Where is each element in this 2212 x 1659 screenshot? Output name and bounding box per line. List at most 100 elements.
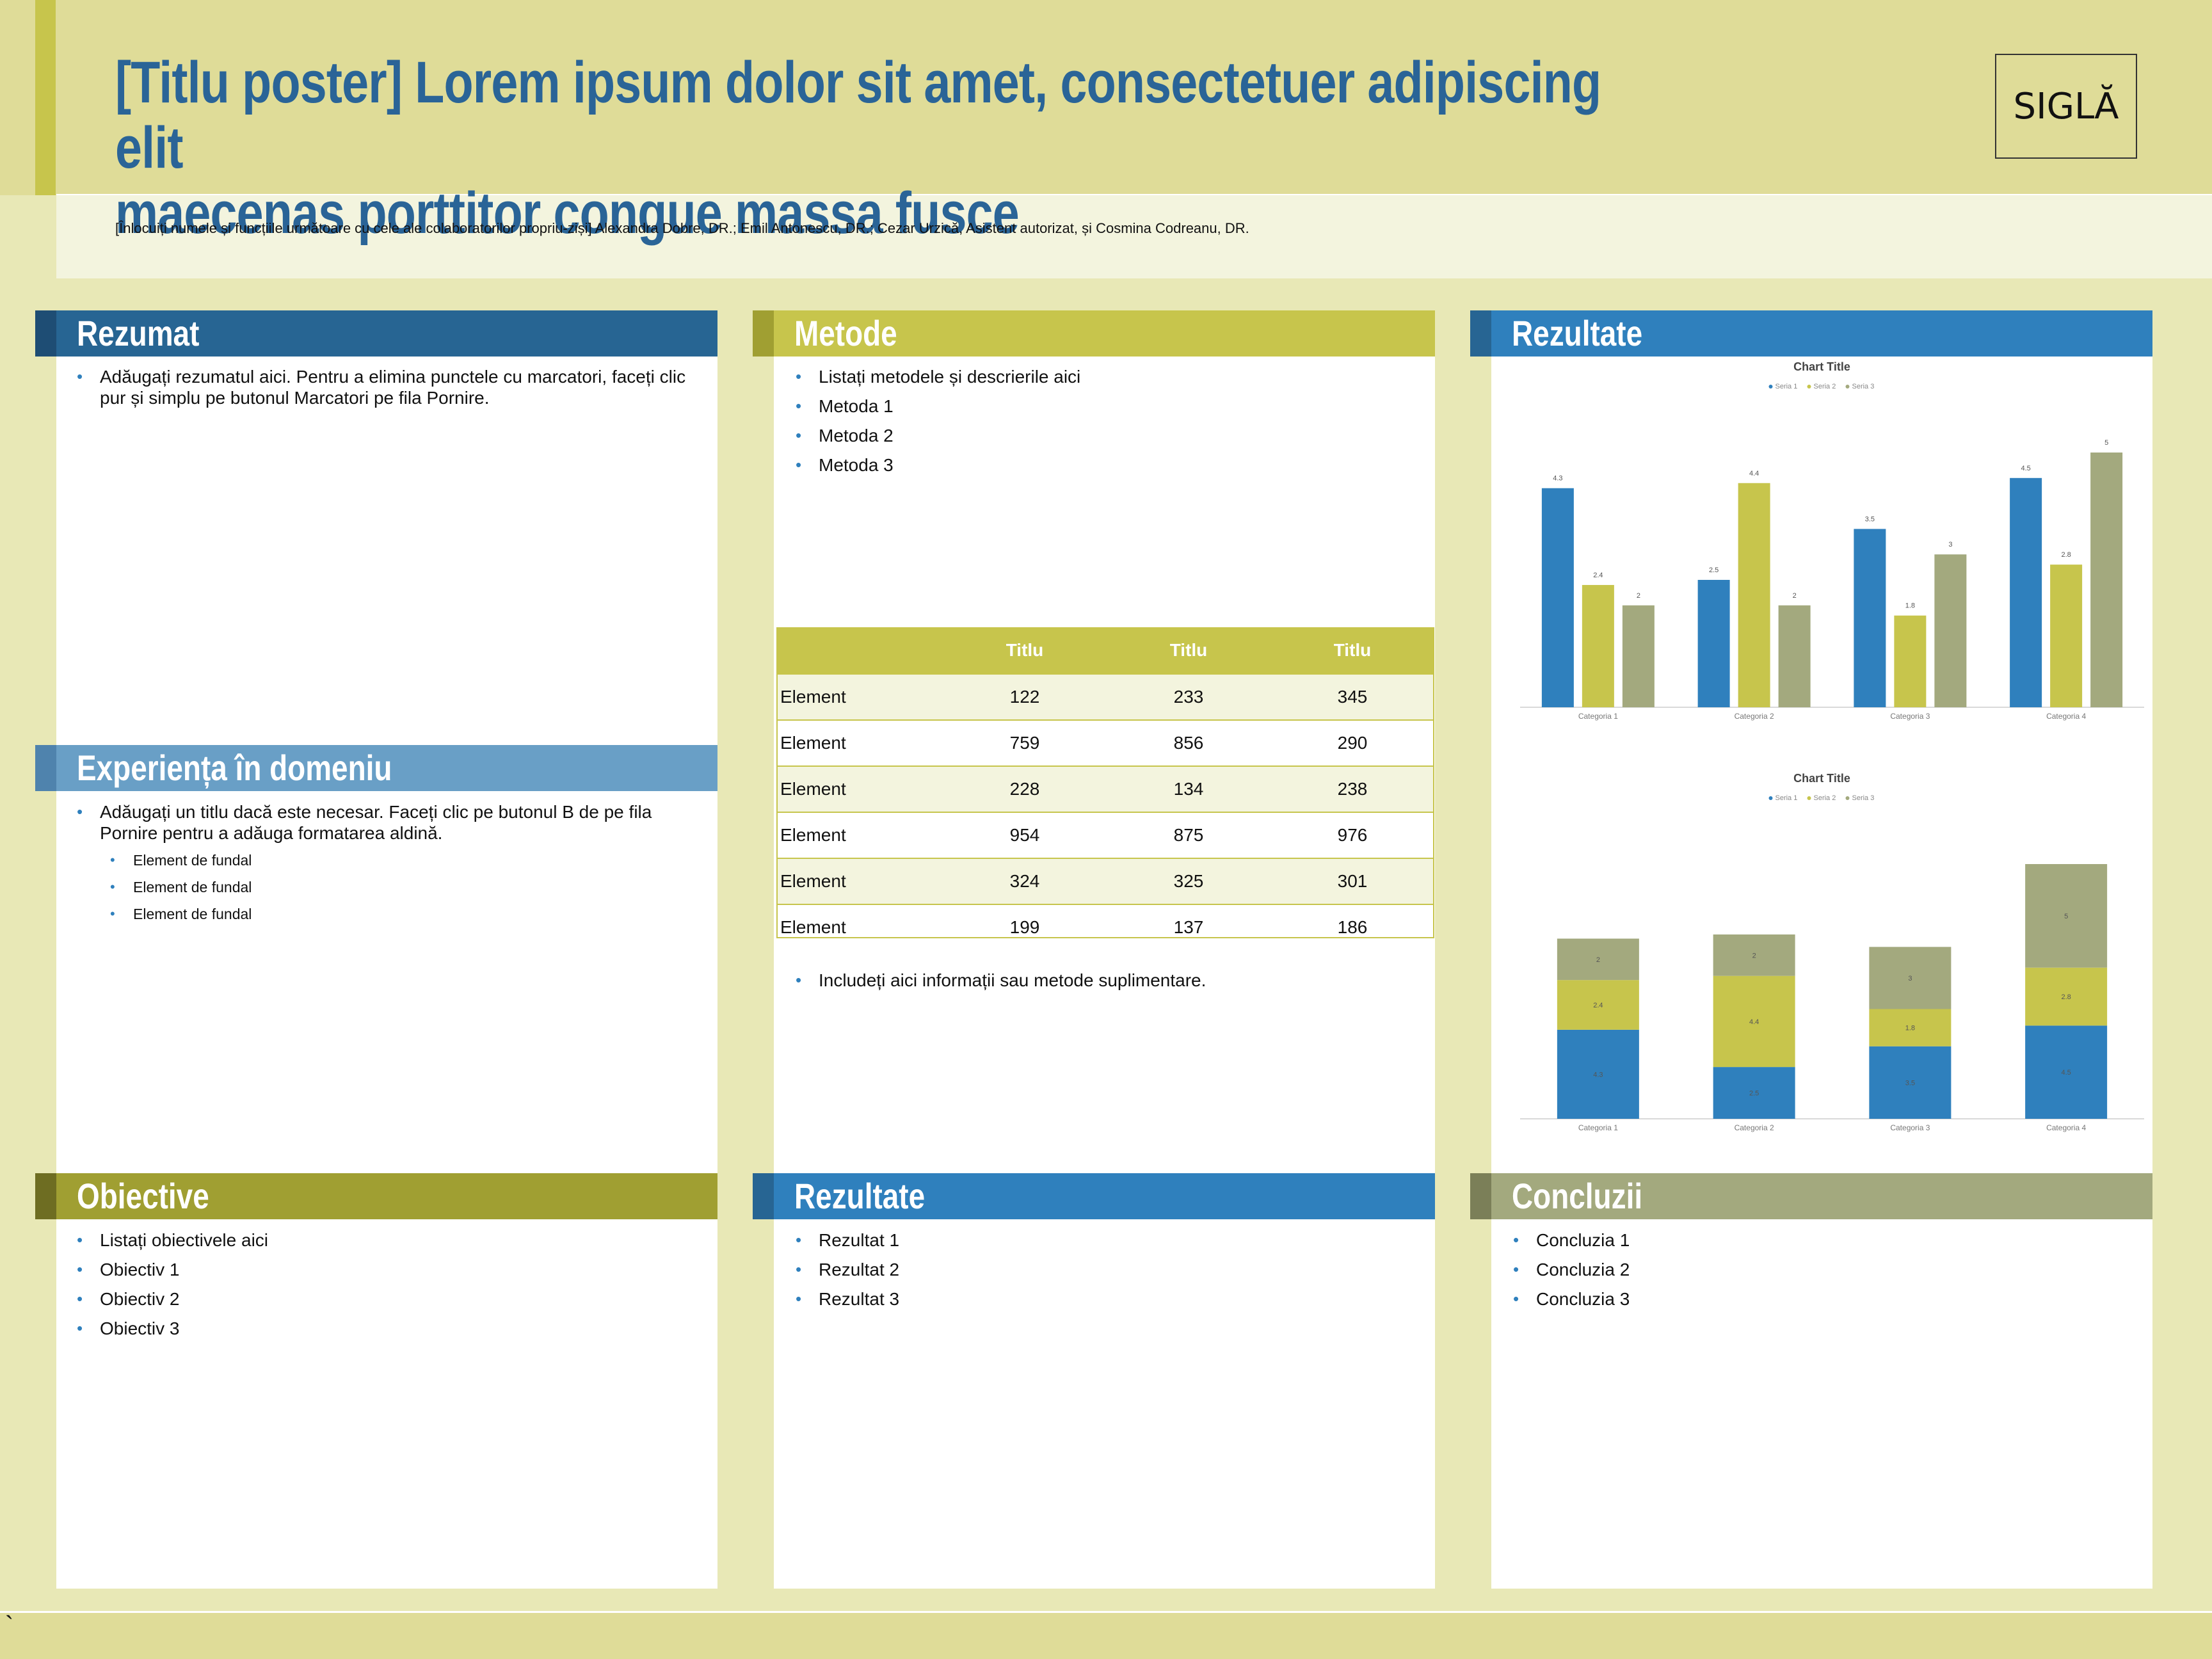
bar-segment [1557, 1029, 1639, 1119]
legend-label: Seria 2 [1814, 794, 1836, 802]
section-bar [1491, 310, 2152, 357]
table-cell: Element [776, 765, 943, 812]
section-header-obiective: Obiective [35, 1173, 717, 1219]
data-label: 2 [1596, 956, 1600, 964]
concluzii-list: Concluzia 1 Concluzia 2 Concluzia 3 [1513, 1230, 2128, 1318]
list-item: Obiectiv 3 [77, 1318, 698, 1339]
rezumat-list: Adăugați rezumatul aici. Pentru a elimin… [77, 366, 698, 417]
list-item: Includeți aici informații sau metode sup… [796, 970, 1410, 991]
bar [2090, 453, 2123, 707]
list-item: Metoda 2 [796, 425, 1410, 446]
bar-segment [1869, 947, 1952, 1009]
x-tick-label: Categoria 4 [2046, 712, 2086, 721]
legend-marker [1768, 796, 1773, 800]
list-item: Obiectiv 2 [77, 1288, 698, 1310]
bar [2050, 565, 2083, 707]
list-item: Rezultat 1 [796, 1230, 1410, 1251]
section-header-experienta: Experiența în domeniu [35, 745, 717, 791]
data-label: 2 [1752, 952, 1756, 959]
section-bar [56, 745, 717, 791]
poster-title: [Titlu poster] Lorem ipsum dolor sit ame… [115, 50, 1637, 246]
data-label: 3 [1948, 541, 1952, 549]
list-item: Metoda 3 [796, 454, 1410, 476]
clustered-bar-chart: Chart Title Seria 1 Seria 2 Seria 3 Categori… [1520, 360, 2144, 721]
section-bar [1491, 1173, 2152, 1219]
metode-extra-list: Includeți aici informații sau metode sup… [796, 970, 1410, 999]
table-cell: 325 [1107, 858, 1270, 904]
list-item: Metoda 1 [796, 396, 1410, 417]
legend-label: Seria 1 [1775, 383, 1798, 390]
table-cell: 238 [1270, 765, 1434, 812]
chart-title: Chart Title [1793, 360, 1850, 373]
table-cell: Element [776, 673, 943, 720]
bar [1934, 554, 1967, 707]
data-label: 4.4 [1749, 470, 1759, 477]
section-title: Rezultate [1512, 313, 1643, 353]
header-band [0, 0, 2212, 195]
data-label: 2.5 [1709, 566, 1719, 574]
chart-title: Chart Title [1793, 772, 1850, 785]
data-label: 1.8 [1905, 1025, 1915, 1032]
experienta-sublist: Element de fundal Element de fundal Elem… [77, 852, 698, 933]
data-label: 4.4 [1749, 1018, 1759, 1026]
table-cell: Element [776, 904, 943, 950]
methods-table: Titlu Titlu Titlu Element 122 233 345 El… [776, 627, 1434, 950]
table-cell: 134 [1107, 765, 1270, 812]
legend-label: Seria 1 [1775, 794, 1798, 802]
bar-segment [2025, 967, 2108, 1026]
footer-band [0, 1613, 2212, 1659]
section-bar [774, 1173, 1435, 1219]
section-header-rezultate-mid: Rezultate [753, 1173, 1435, 1219]
bar [1541, 488, 1574, 707]
table-row: Element 759 856 290 [776, 719, 1434, 766]
stacked-bar-chart: Chart Title Seria 1 Seria 2 Seria 3 Categori… [1520, 772, 2144, 1132]
table-cell: 199 [943, 904, 1107, 950]
legend-marker [1807, 385, 1811, 389]
bar [1778, 605, 1811, 707]
table-cell: 976 [1270, 812, 1434, 858]
data-label: 3 [1908, 975, 1912, 982]
list-item: Rezultat 3 [796, 1288, 1410, 1310]
section-title: Obiective [77, 1176, 209, 1216]
bar [1894, 615, 1927, 707]
table-header-cell: Titlu [1107, 627, 1270, 674]
table-cell: 137 [1107, 904, 1270, 950]
x-tick-label: Categoria 1 [1578, 712, 1618, 721]
bar-segment [1713, 934, 1795, 976]
section-bar [56, 310, 717, 357]
data-label: 4.3 [1553, 475, 1562, 483]
list-item: Adăugați un titlu dacă este necesar. Fac… [77, 801, 698, 844]
table-header-row: Titlu Titlu Titlu [776, 627, 1434, 674]
bar-segment [1869, 1009, 1952, 1046]
table-cell: 228 [943, 765, 1107, 812]
bar-segment [1557, 938, 1639, 981]
data-label: 2.4 [1593, 572, 1603, 579]
x-tick-label: Categoria 4 [2046, 1123, 2086, 1132]
table-cell: 186 [1270, 904, 1434, 950]
table-cell: 759 [943, 719, 1107, 766]
column-2-panel [774, 333, 1435, 1589]
table-row: Element 228 134 238 [776, 765, 1434, 812]
list-item: Obiectiv 1 [77, 1259, 698, 1280]
list-item: Concluzia 2 [1513, 1259, 2128, 1280]
list-item: Listați metodele și descrierile aici [796, 366, 1410, 387]
section-title: Rezumat [77, 313, 200, 353]
section-header-concluzii: Concluzii [1470, 1173, 2152, 1219]
bar [1738, 483, 1770, 707]
legend-marker [1768, 385, 1773, 389]
table-cell: 345 [1270, 673, 1434, 720]
section-header-rezumat: Rezumat [35, 310, 717, 357]
x-tick-label: Categoria 3 [1890, 1123, 1930, 1132]
bar-segment [1557, 980, 1639, 1030]
section-tab [1470, 310, 1491, 357]
table-cell: 324 [943, 858, 1107, 904]
legend-marker [1845, 385, 1850, 389]
x-tick-label: Categoria 2 [1735, 712, 1774, 721]
stray-mark: ` [5, 1612, 14, 1640]
list-item: Concluzia 1 [1513, 1230, 2128, 1251]
section-tab [753, 310, 774, 357]
bar [1854, 529, 1886, 707]
data-label: 2.4 [1593, 1002, 1603, 1009]
bar [2010, 477, 2042, 707]
logo-placeholder[interactable]: SIGLĂ [1995, 54, 2137, 159]
